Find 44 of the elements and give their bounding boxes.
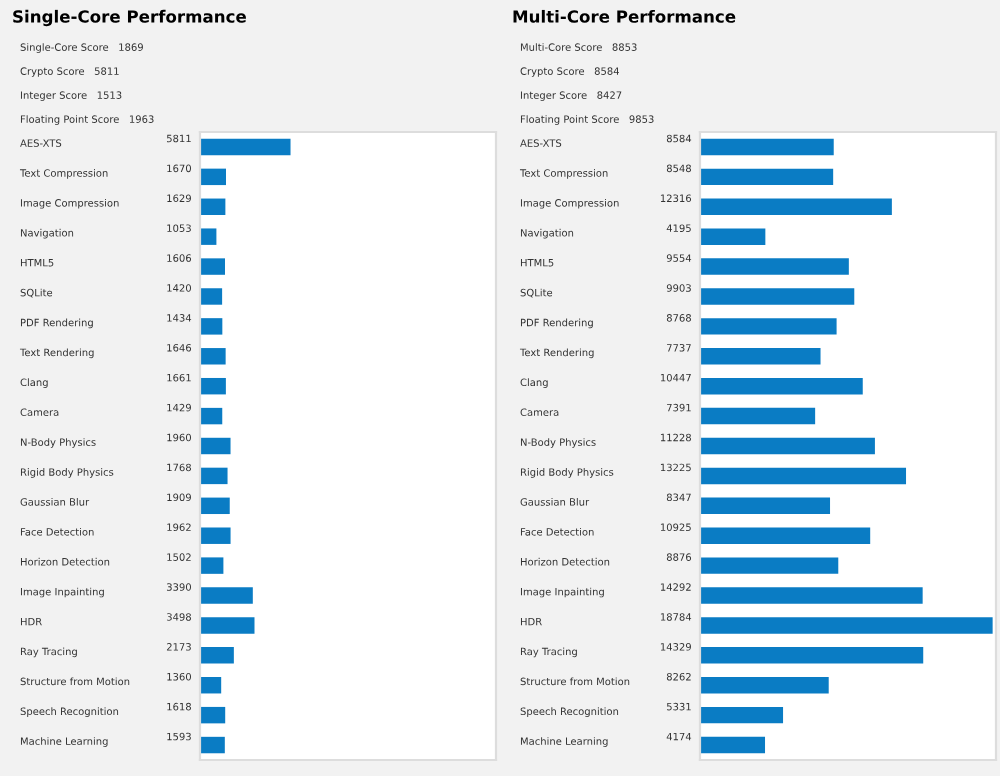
bar <box>700 377 863 395</box>
bar <box>200 437 231 455</box>
bar <box>200 348 226 365</box>
bar <box>200 138 291 156</box>
bar <box>700 138 834 156</box>
bar <box>700 587 923 604</box>
bar <box>700 617 993 634</box>
chart-title: Multi-Core Performance <box>513 9 736 23</box>
bar <box>200 168 227 186</box>
bar <box>700 437 875 455</box>
bar <box>200 318 223 335</box>
bar <box>200 377 226 395</box>
bar <box>700 258 849 275</box>
bar <box>200 467 228 485</box>
bar <box>700 527 871 544</box>
bar <box>700 557 839 574</box>
chart-title: Single-Core Performance <box>13 9 246 27</box>
bar <box>700 348 821 365</box>
bar <box>200 527 231 544</box>
bar <box>700 497 831 515</box>
bar <box>700 467 907 485</box>
bar <box>700 198 892 215</box>
bar <box>700 677 829 694</box>
bar <box>700 706 784 724</box>
bar <box>200 587 253 604</box>
bar <box>200 258 226 275</box>
bar <box>200 497 230 515</box>
bar <box>200 228 217 245</box>
bar <box>700 168 834 186</box>
bar <box>200 198 226 215</box>
bar <box>200 706 226 724</box>
bar <box>700 647 924 664</box>
bar <box>700 228 766 245</box>
bar <box>200 407 223 425</box>
bar <box>200 677 222 694</box>
bar <box>700 407 816 425</box>
bar <box>200 647 234 664</box>
bar <box>200 736 225 754</box>
bar <box>700 736 766 754</box>
bar <box>200 288 223 305</box>
bar <box>700 288 855 305</box>
bar <box>200 617 255 634</box>
bar <box>200 557 224 574</box>
bar <box>700 318 837 335</box>
